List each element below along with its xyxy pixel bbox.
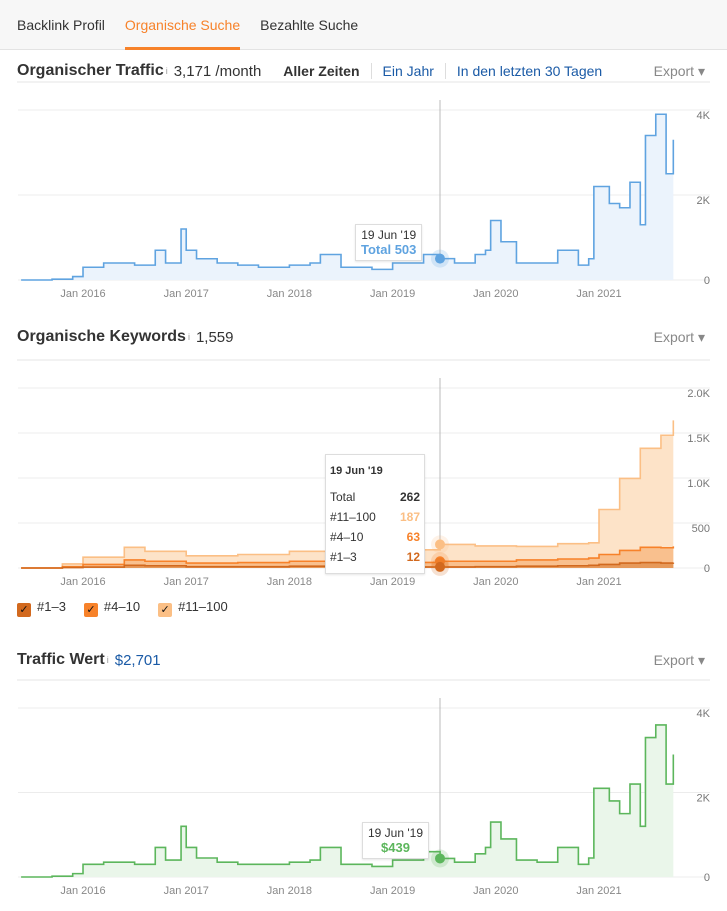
tooltip-date: 19 Jun '19 xyxy=(361,228,417,242)
info-icon[interactable]: i xyxy=(106,655,109,665)
tooltip-value: $439 xyxy=(381,840,410,855)
y-tick-label: 500 xyxy=(692,523,710,535)
traffic-chart[interactable]: 0 2K 4K Jan 2016 Jan 2017 Jan 2018 Jan 2019 Jan… xyxy=(0,0,727,310)
x-tick-label: Jan 2021 xyxy=(576,288,621,300)
x-tick-label: Jan 2021 xyxy=(576,576,621,588)
x-tick-label: Jan 2019 xyxy=(370,576,415,588)
value-header: Traffic Wert i $2,701 Export ▾ xyxy=(17,651,705,669)
tooltip-row: Total 262 xyxy=(330,487,420,507)
traffic-title: Organischer Traffic xyxy=(17,62,164,79)
tooltip-row-label: #1–3 xyxy=(330,550,357,564)
export-button[interactable]: Export ▾ xyxy=(653,62,705,79)
legend-label: #4–10 xyxy=(103,599,141,614)
tooltip-date: 19 Jun '19 xyxy=(368,826,424,840)
range-selector: Aller Zeiten Ein Jahr In den letzten 30 … xyxy=(283,63,613,79)
checkbox-icon[interactable]: ✓ xyxy=(83,603,98,617)
tooltip-row-value: 63 xyxy=(406,530,420,544)
range-all-time[interactable]: Aller Zeiten xyxy=(283,63,360,79)
export-button[interactable]: Export ▾ xyxy=(653,328,705,345)
traffic-point xyxy=(435,253,445,264)
tooltip-value: Total 503 xyxy=(361,242,417,257)
info-icon[interactable]: i xyxy=(187,332,190,342)
tooltip-row-label: Total xyxy=(330,490,356,504)
x-tick-label: Jan 2020 xyxy=(473,885,518,897)
kw-1-3-line xyxy=(21,561,675,569)
value-series-area xyxy=(21,724,674,877)
range-one-year[interactable]: Ein Jahr xyxy=(370,63,445,79)
checkbox-icon[interactable]: ✓ xyxy=(158,603,173,617)
y-tick-label: 2K xyxy=(697,195,711,207)
tooltip-row: #1–3 12 xyxy=(330,547,420,567)
traffic-header: Organischer Traffic i 3,171 /month Aller … xyxy=(17,62,705,80)
x-tick-label: Jan 2018 xyxy=(267,885,312,897)
keywords-title: Organische Keywords xyxy=(17,328,186,345)
y-tick-label: 0 xyxy=(704,275,710,287)
x-tick-label: Jan 2016 xyxy=(60,288,105,300)
tab-bezahlte-suche[interactable]: Bezahlte Suche xyxy=(260,17,359,33)
value-tooltip: 19 Jun '19 $439 xyxy=(362,822,430,859)
traffic-value: 3,171 /month xyxy=(173,62,262,80)
tooltip-date: 19 Jun '19 xyxy=(330,465,383,477)
tab-bar: Backlink Profil Organische Suche Bezahlt… xyxy=(0,0,727,50)
traffic-series-area xyxy=(21,114,674,280)
tooltip-row: #4–10 63 xyxy=(330,527,420,547)
tooltip-row-value: 262 xyxy=(399,490,420,504)
x-tick-label: Jan 2016 xyxy=(60,885,105,897)
x-tick-label: Jan 2018 xyxy=(267,576,312,588)
traffic-tooltip: 19 Jun '19 Total 503 xyxy=(355,224,423,261)
legend-11-100[interactable]: ✓ #11–100 xyxy=(158,599,228,617)
legend-4-10[interactable]: ✓ #4–10 xyxy=(83,599,141,617)
info-icon[interactable]: i xyxy=(165,66,168,76)
x-tick-label: Jan 2019 xyxy=(370,288,415,300)
kw-11-100-point xyxy=(435,539,445,550)
legend-1-3[interactable]: ✓ #1–3 xyxy=(17,599,66,617)
keywords-legend: ✓ #1–3 ✓ #4–10 ✓ #11–100 xyxy=(17,599,228,617)
y-tick-label: 2K xyxy=(697,793,711,805)
y-tick-label: 0 xyxy=(704,872,710,884)
keywords-tooltip: 19 Jun '19 Total 262 #11–100 187 #4–10 63 #1–3… xyxy=(325,454,425,574)
keywords-value: 1,559 xyxy=(195,328,234,346)
y-tick-label: 2.0K xyxy=(687,388,710,400)
y-tick-label: 1.0K xyxy=(687,478,710,490)
value-series-line xyxy=(21,724,675,878)
x-tick-label: Jan 2018 xyxy=(267,288,312,300)
kw-11-100-area xyxy=(21,420,674,568)
legend-label: #11–100 xyxy=(178,599,228,614)
x-tick-label: Jan 2017 xyxy=(164,288,209,300)
tab-backlink-profil[interactable]: Backlink Profil xyxy=(17,17,105,33)
range-30-days[interactable]: In den letzten 30 Tagen xyxy=(444,63,613,79)
x-tick-label: Jan 2021 xyxy=(576,885,621,897)
y-tick-label: 1.5K xyxy=(687,433,710,445)
x-tick-label: Jan 2020 xyxy=(473,288,518,300)
traffic-series-line xyxy=(21,113,675,281)
y-tick-label: 0 xyxy=(704,563,710,575)
keywords-chart[interactable]: 0 500 1.0K 1.5K 2.0K Jan 2016 Jan 2017 Jan 2018… xyxy=(0,0,727,600)
value-point xyxy=(435,853,445,864)
kw-1-3-point xyxy=(435,561,445,572)
tab-organische-suche[interactable]: Organische Suche xyxy=(124,0,241,50)
legend-label: #1–3 xyxy=(37,599,66,614)
y-tick-label: 4K xyxy=(697,708,711,720)
value-title: Traffic Wert xyxy=(17,651,105,668)
traffic-value-amount: $2,701 xyxy=(114,651,161,669)
x-tick-label: Jan 2016 xyxy=(60,576,105,588)
tooltip-row: #11–100 187 xyxy=(330,507,420,527)
y-tick-label: 4K xyxy=(697,110,711,122)
x-tick-label: Jan 2017 xyxy=(164,576,209,588)
tooltip-row-value: 12 xyxy=(406,550,420,564)
x-tick-label: Jan 2019 xyxy=(370,885,415,897)
tooltip-row-value: 187 xyxy=(399,510,420,524)
tooltip-row-label: #11–100 xyxy=(330,510,376,524)
x-tick-label: Jan 2017 xyxy=(164,885,209,897)
keywords-header: Organische Keywords i 1,559 Export ▾ xyxy=(17,328,705,346)
tooltip-row-label: #4–10 xyxy=(330,530,364,544)
export-button[interactable]: Export ▾ xyxy=(653,651,705,668)
kw-4-10-area xyxy=(21,546,674,568)
kw-11-100-line xyxy=(21,420,675,569)
checkbox-icon[interactable]: ✓ xyxy=(17,603,31,617)
x-tick-label: Jan 2020 xyxy=(473,576,518,588)
